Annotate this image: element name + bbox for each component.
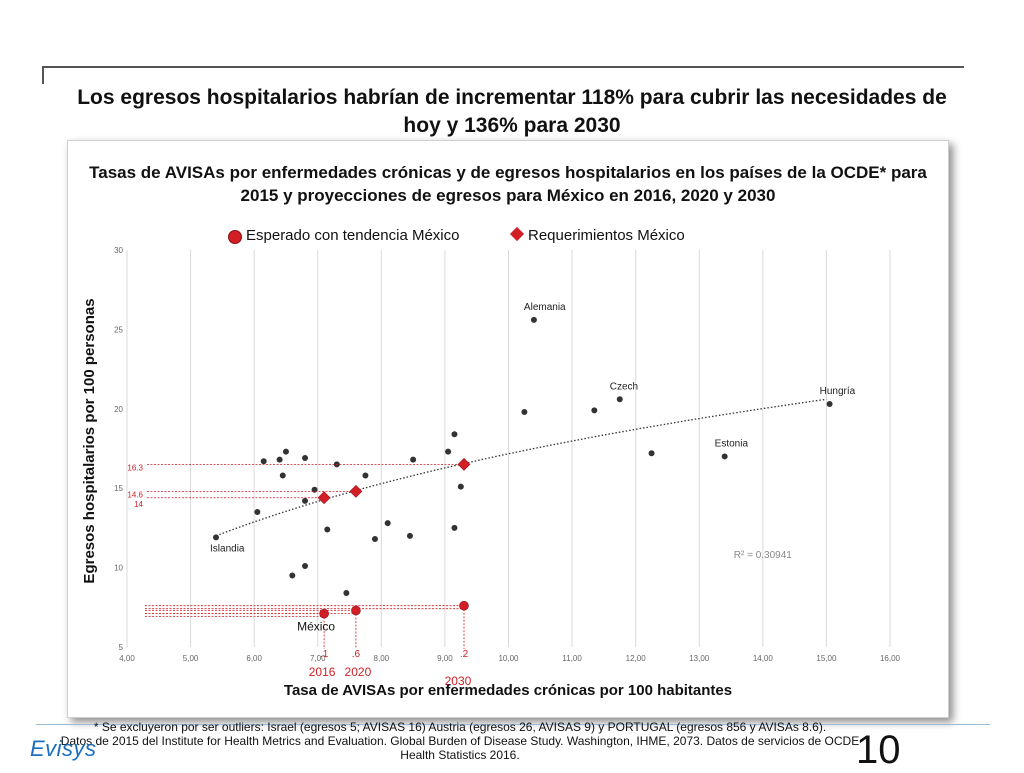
data-point: [371, 536, 378, 543]
data-point: [362, 472, 369, 479]
x-tick-label: 6,00: [246, 654, 262, 663]
data-point: [289, 572, 296, 579]
y-tick-label: 15: [114, 484, 123, 493]
data-point: [302, 455, 309, 462]
x-annotation-label: .6: [352, 649, 361, 660]
data-point: [457, 483, 464, 490]
data-point: [648, 450, 655, 457]
x-tick-label: 8,00: [374, 654, 390, 663]
point-label: Islandia: [210, 543, 245, 554]
requirement-y-label: 14: [134, 500, 143, 509]
data-point: [254, 509, 261, 516]
footnote-outliers: * Se excluyeron por ser outliers: Israel…: [93, 720, 827, 734]
data-point: [826, 401, 833, 408]
requirement-diamond: [349, 484, 363, 498]
x-tick-label: 15,00: [816, 654, 837, 663]
data-point: [410, 456, 417, 463]
requirement-y-label: 16.3: [127, 464, 143, 473]
data-point: [451, 431, 458, 438]
year-label: 2030: [445, 674, 472, 688]
y-tick-label: 5: [119, 643, 124, 652]
footnote-sources: Datos de 2015 del Institute for Health M…: [60, 734, 860, 762]
requirement-diamond: [457, 457, 471, 471]
data-point: [721, 453, 728, 460]
data-point: [302, 563, 309, 570]
x-tick-label: 16,00: [880, 654, 901, 663]
x-annotation-label: .1: [320, 649, 329, 660]
data-point: [279, 472, 286, 479]
x-tick-label: 12,00: [626, 654, 647, 663]
legend-label-expected: Esperado con tendencia México: [246, 227, 460, 244]
year-label: 2016: [309, 665, 336, 679]
y-tick-label: 10: [114, 564, 123, 573]
data-point: [451, 524, 458, 531]
x-tick-label: 4,00: [119, 654, 135, 663]
data-point: [324, 526, 331, 533]
data-point: [530, 316, 537, 323]
data-point: [384, 520, 391, 527]
scatter-plot: 4,00 5,00 6,00 7,00 8,00 9,00 10,00 11,00 12,00 1…: [114, 246, 901, 688]
point-label: Czech: [610, 381, 638, 392]
slide-title: Los egresos hospitalarios habrían de inc…: [77, 86, 947, 137]
data-point: [343, 590, 350, 597]
point-label: Estonia: [715, 438, 749, 449]
footnote: * Se excluyeron por ser outliers: Israel…: [60, 720, 860, 762]
x-tick-label: 11,00: [562, 654, 582, 663]
requirement-diamond: [317, 491, 331, 505]
data-point: [260, 458, 267, 465]
evisys-logo: Evisys: [30, 736, 97, 761]
footer-rule: [36, 724, 990, 725]
y-tick-label: 25: [114, 325, 123, 334]
x-tick-label: 9,00: [437, 654, 453, 663]
data-point: [276, 456, 283, 463]
point-label: Alemania: [524, 302, 566, 313]
data-point: [282, 448, 289, 455]
data-point: [591, 407, 598, 414]
year-label: 2020: [345, 665, 372, 679]
data-point: [311, 486, 318, 493]
data-point: [302, 497, 309, 504]
y-tick-label: 30: [114, 246, 123, 255]
legend-label-requirements: Requerimientos México: [528, 227, 685, 244]
mexico-label: México: [297, 620, 335, 634]
point-label: Hungría: [820, 386, 856, 397]
top-rule-tick: [42, 66, 44, 84]
x-tick-label: 14,00: [753, 654, 774, 663]
x-tick-label: 10,00: [498, 654, 519, 663]
page-number: 10: [856, 728, 901, 772]
r-squared-label: R² = 0.30941: [734, 550, 793, 561]
data-point: [616, 396, 623, 403]
chart-panel: Tasas de AVISAs por enfermedades crónica…: [67, 140, 949, 718]
trend-line: [215, 398, 827, 537]
expected-circle: [351, 605, 361, 616]
x-axis-label: Tasa de AVISAs por enfermedades crónicas…: [283, 682, 733, 699]
x-tick-label: 7,00: [310, 654, 326, 663]
expected-circle: [459, 600, 469, 611]
data-point: [445, 448, 452, 455]
data-point: [213, 534, 220, 541]
x-tick-label: 13,00: [689, 654, 710, 663]
top-rule: [42, 66, 964, 68]
requirement-y-label: 14.6: [127, 491, 143, 500]
chart-title: Tasas de AVISAs por enfermedades crónica…: [89, 163, 927, 205]
x-annotation-label: .2: [460, 649, 469, 660]
circle-marker-icon: [228, 230, 242, 244]
y-tick-label: 20: [114, 405, 123, 414]
expected-circle: [319, 608, 329, 619]
data-point: [406, 532, 413, 539]
data-point: [521, 408, 528, 415]
x-tick-label: 5,00: [183, 654, 199, 663]
